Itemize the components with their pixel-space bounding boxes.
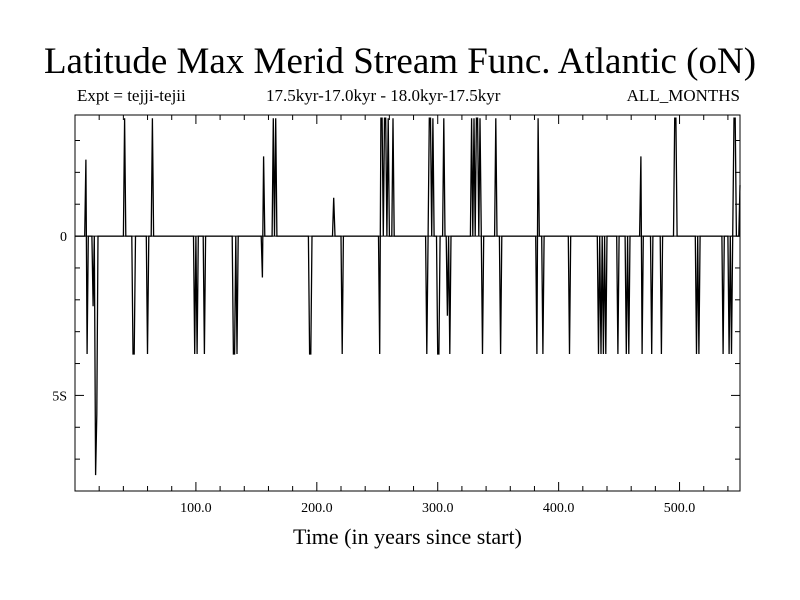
- x-tick-label: 300.0: [422, 501, 454, 516]
- experiment-label: Expt = tejji-tejii: [77, 86, 186, 105]
- x-axis-label: Time (in years since start): [293, 524, 522, 549]
- period-label: 17.5kyr-17.0kyr - 18.0kyr-17.5kyr: [266, 86, 501, 105]
- x-tick-label: 200.0: [301, 501, 333, 516]
- months-label: ALL_MONTHS: [626, 86, 740, 105]
- y-tick-label: 0: [60, 230, 67, 245]
- x-tick-label: 500.0: [664, 501, 696, 516]
- x-tick-label: 400.0: [543, 501, 575, 516]
- chart-title: Latitude Max Merid Stream Func. Atlantic…: [43, 41, 757, 82]
- series-line-0: [75, 117, 741, 476]
- plot-frame: [74, 114, 741, 492]
- x-tick-label: 100.0: [180, 501, 212, 516]
- y-tick-label: 5S: [52, 389, 67, 404]
